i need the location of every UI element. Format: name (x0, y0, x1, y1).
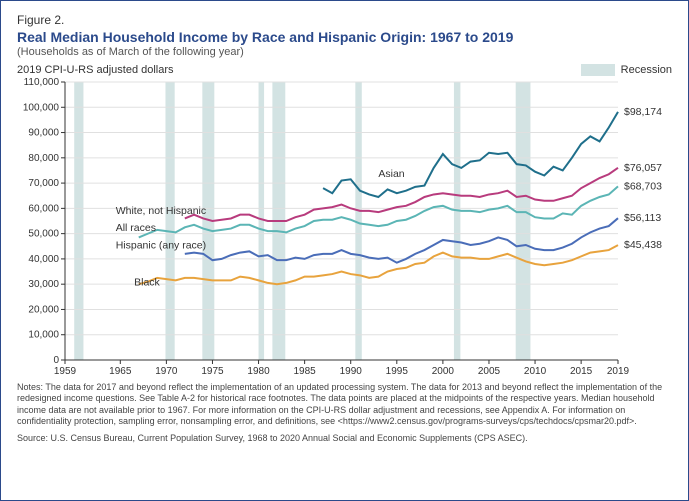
svg-text:1959: 1959 (54, 366, 77, 377)
svg-text:100,000: 100,000 (23, 102, 60, 113)
series-label-hispanic: Hispanic (any race) (116, 239, 206, 251)
series-label-white_nh: White, not Hispanic (116, 205, 206, 217)
recession-band (165, 82, 174, 360)
svg-text:1970: 1970 (155, 366, 178, 377)
recession-band (74, 82, 83, 360)
svg-text:1965: 1965 (109, 366, 132, 377)
svg-text:80,000: 80,000 (28, 153, 59, 164)
svg-text:70,000: 70,000 (28, 178, 59, 189)
svg-text:50,000: 50,000 (28, 229, 59, 240)
unit-row: 2019 CPI-U-RS adjusted dollars Recession (17, 64, 672, 76)
svg-text:20,000: 20,000 (28, 304, 59, 315)
svg-text:110,000: 110,000 (24, 78, 60, 88)
recession-band (516, 82, 531, 360)
svg-text:90,000: 90,000 (28, 128, 59, 139)
svg-text:60,000: 60,000 (28, 203, 59, 214)
chart-area: 0 10,000 20,000 30,000 40,000 50,000 60,000 70,… (17, 78, 672, 378)
figure-title: Real Median Household Income by Race and… (17, 29, 672, 45)
figure-subtitle: (Households as of March of the following… (17, 46, 672, 58)
svg-text:2005: 2005 (478, 366, 501, 377)
svg-text:1985: 1985 (294, 366, 317, 377)
end-label-hispanic: $56,113 (624, 212, 661, 224)
end-label-white_nh: $76,057 (624, 162, 662, 174)
svg-text:2000: 2000 (432, 366, 455, 377)
recession-legend: Recession (581, 64, 672, 76)
y-unit-label: 2019 CPI-U-RS adjusted dollars (17, 64, 174, 76)
svg-text:2019: 2019 (607, 366, 630, 377)
figure-notes: Notes: The data for 2017 and beyond refl… (17, 382, 672, 427)
svg-text:2015: 2015 (570, 366, 593, 377)
series-asian (323, 112, 618, 197)
svg-text:10,000: 10,000 (28, 330, 59, 341)
series-label-black: Black (134, 276, 160, 288)
figure-label: Figure 2. (17, 13, 672, 27)
figure-source: Source: U.S. Census Bureau, Current Popu… (17, 433, 672, 444)
series-label-asian: Asian (378, 168, 404, 180)
recession-swatch (581, 64, 615, 76)
svg-text:1995: 1995 (386, 366, 409, 377)
svg-text:1990: 1990 (340, 366, 363, 377)
line-chart: 0 10,000 20,000 30,000 40,000 50,000 60,000 70,… (17, 78, 672, 378)
end-label-black: $45,438 (624, 239, 662, 251)
recession-band (259, 82, 265, 360)
svg-text:30,000: 30,000 (28, 279, 59, 290)
svg-text:1975: 1975 (201, 366, 224, 377)
svg-text:2010: 2010 (524, 366, 547, 377)
svg-text:0: 0 (53, 355, 59, 366)
series-label-all_races: All races (116, 222, 156, 234)
end-label-all_races: $68,703 (624, 180, 662, 192)
recession-label: Recession (621, 64, 672, 76)
svg-text:40,000: 40,000 (28, 254, 59, 265)
figure-frame: Figure 2. Real Median Household Income b… (0, 0, 689, 501)
svg-text:1980: 1980 (247, 366, 270, 377)
recession-band (454, 82, 460, 360)
end-label-asian: $98,174 (624, 106, 662, 118)
